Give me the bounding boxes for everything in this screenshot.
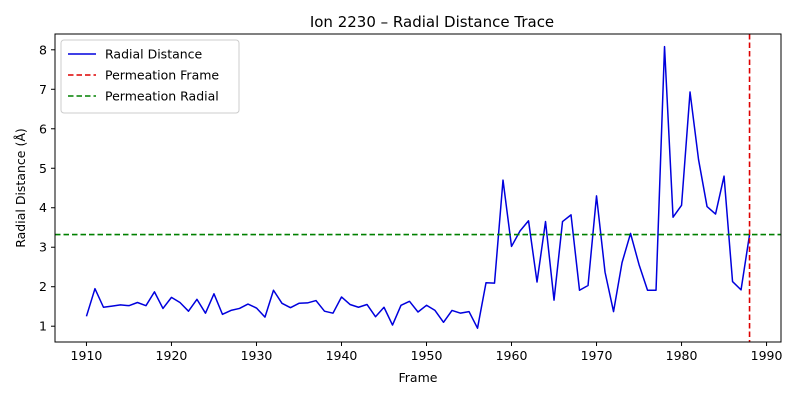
x-tick-label: 1970: [581, 348, 613, 363]
y-tick-label: 5: [39, 161, 47, 176]
y-tick-label: 1: [39, 319, 47, 334]
y-tick-label: 3: [39, 240, 47, 255]
plot-area-frame: [54, 33, 782, 343]
x-tick-label: 1950: [411, 348, 443, 363]
y-axis-title: Radial Distance (Å): [13, 128, 28, 248]
x-axis-title: Frame: [399, 370, 438, 385]
y-tick-label: 8: [39, 42, 47, 57]
legend: Radial Distance Permeation Frame Permeat…: [60, 39, 240, 114]
x-tick-label: 1980: [666, 348, 698, 363]
y-tick-label: 6: [39, 121, 47, 136]
chart-title: Ion 2230 – Radial Distance Trace: [310, 13, 554, 31]
x-tick-label: 1920: [156, 348, 188, 363]
x-tick-label: 1910: [71, 348, 103, 363]
x-tick-label: 1940: [326, 348, 358, 363]
y-tick-label: 2: [39, 279, 47, 294]
legend-label-radial-distance: Radial Distance: [105, 47, 203, 62]
x-tick-label: 1990: [751, 348, 783, 363]
x-tick-label: 1930: [241, 348, 273, 363]
y-tick-label: 7: [39, 82, 47, 97]
x-tick-label: 1960: [496, 348, 528, 363]
legend-label-permeation-frame: Permeation Frame: [105, 68, 219, 83]
legend-box: [60, 39, 240, 114]
y-tick-label: 4: [39, 200, 47, 215]
legend-label-permeation-radial: Permeation Radial: [105, 89, 219, 104]
